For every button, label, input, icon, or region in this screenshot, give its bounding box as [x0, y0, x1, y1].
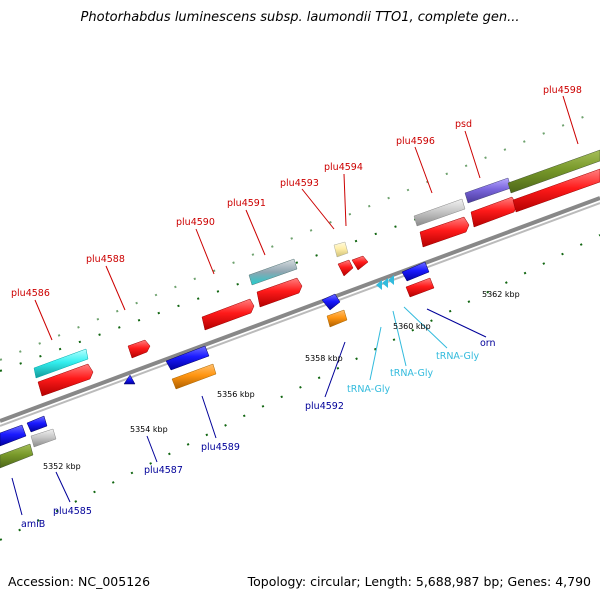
label-plu4588: plu4588	[86, 254, 125, 265]
gene-plu4596-lower	[419, 216, 470, 248]
gene-amiB-olive	[0, 443, 34, 469]
gene-labels: plu4586 plu4588 plu4590 plu4591 plu4593 …	[11, 85, 582, 530]
gene-plu4592-blue	[321, 293, 341, 311]
gene-plu4589	[171, 363, 217, 390]
label-plu4592: plu4592	[305, 401, 344, 412]
label-trna-gly-3: tRNA-Gly	[436, 351, 479, 362]
gene-plu4598-lower	[512, 168, 600, 213]
tick-5358: 5358 kbp	[305, 354, 343, 363]
gene-plu4592	[326, 309, 348, 328]
gene-plu4585-blue	[26, 415, 48, 433]
label-plu4596: plu4596	[396, 136, 435, 147]
label-trna-gly-1: tRNA-Gly	[347, 384, 390, 395]
tick-5354: 5354 kbp	[130, 425, 168, 434]
tick-5352: 5352 kbp	[43, 462, 81, 471]
label-plu4589: plu4589	[201, 442, 240, 453]
gene-plu4586b	[37, 363, 94, 397]
gene-orn-blue	[401, 261, 430, 282]
gene-plu4588	[127, 339, 151, 359]
accession-text: Accession: NC_005126	[8, 574, 151, 589]
gene-trna-2	[382, 278, 388, 288]
gene-trna-3	[388, 275, 394, 285]
guide-dashes	[0, 109, 600, 541]
label-amiB: amiB	[21, 519, 45, 530]
label-plu4591: plu4591	[227, 198, 266, 209]
reverse-strand-genes	[0, 261, 435, 469]
gene-orn-red	[405, 277, 435, 298]
label-plu4598: plu4598	[543, 85, 582, 96]
gene-psd-lower	[470, 196, 518, 228]
gene-plu4591-lower	[256, 277, 303, 308]
tick-5362: 5362 kbp	[482, 290, 520, 299]
gene-plu4591-upper	[248, 258, 298, 286]
genome-backbone	[0, 196, 600, 427]
gene-plu4593b	[337, 259, 354, 277]
label-plu4586: plu4586	[11, 288, 50, 299]
label-plu4587: plu4587	[144, 465, 183, 476]
gene-plu4598-upper	[507, 149, 600, 194]
map-title: Photorhabdus luminescens subsp. laumondi…	[80, 10, 520, 25]
gene-trna-1	[376, 280, 382, 290]
tick-labels: 5352 kbp 5354 kbp 5356 kbp 5358 kbp 5360…	[43, 290, 520, 471]
label-plu4593: plu4593	[280, 178, 319, 189]
gene-plu4586	[33, 348, 89, 379]
forward-strand-genes	[33, 149, 600, 397]
tick-5356: 5356 kbp	[217, 390, 255, 399]
gene-plu4589-blue	[165, 345, 210, 371]
genome-summary-text: Topology: circular; Length: 5,688,987 bp…	[247, 574, 591, 589]
label-plu4590: plu4590	[176, 217, 215, 228]
label-plu4594: plu4594	[324, 162, 363, 173]
gene-plu4587	[123, 374, 136, 385]
gene-amiB	[0, 424, 27, 447]
callout-lines	[11, 95, 579, 516]
tick-5360: 5360 kbp	[393, 322, 431, 331]
label-plu4585: plu4585	[53, 506, 92, 517]
gene-plu4596-upper	[413, 198, 466, 227]
gene-plu4590	[201, 298, 255, 331]
label-trna-gly-2: tRNA-Gly	[390, 368, 433, 379]
gene-plu4594	[351, 255, 369, 271]
label-psd: psd	[455, 119, 472, 130]
gene-plu4585	[30, 428, 57, 448]
gene-plu4593	[333, 241, 349, 258]
gene-psd-upper	[464, 177, 512, 204]
label-orn: orn	[480, 338, 496, 349]
